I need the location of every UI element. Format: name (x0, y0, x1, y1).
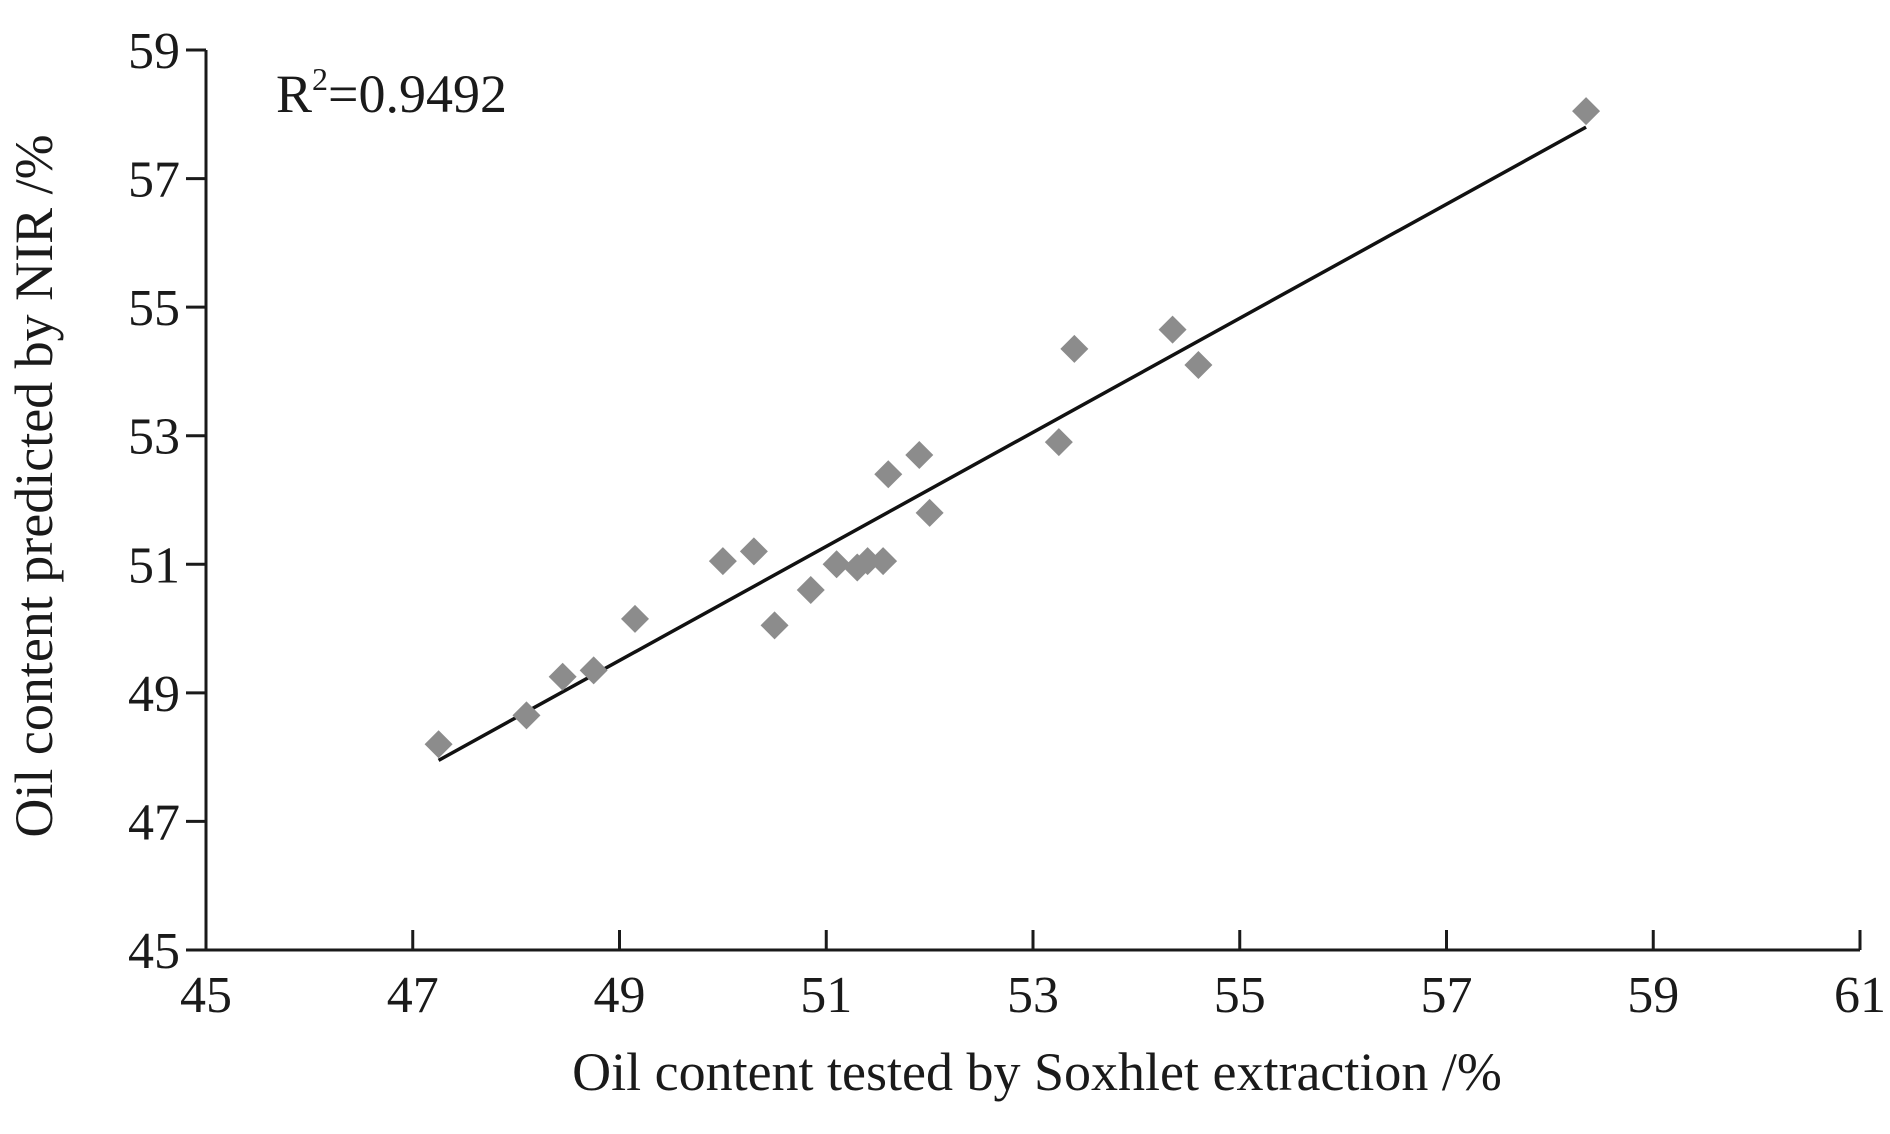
y-tick-label: 57 (128, 152, 180, 209)
data-point (512, 701, 541, 730)
r-squared-base: R (276, 64, 312, 124)
y-tick-label: 49 (128, 666, 180, 723)
data-point (1184, 351, 1213, 379)
x-tick-label: 49 (594, 967, 646, 1024)
y-tick-label: 55 (128, 280, 180, 337)
y-tick-label: 51 (128, 537, 180, 594)
y-tick-label: 45 (128, 923, 180, 980)
data-point (869, 547, 898, 576)
data-point (548, 662, 577, 691)
data-point (1044, 428, 1073, 457)
x-tick-label: 57 (1421, 967, 1473, 1024)
data-point (796, 576, 825, 604)
data-point (579, 656, 608, 685)
x-ticks: 45 47 49 51 53 55 57 59 61 (180, 930, 1886, 1024)
data-point (1060, 334, 1089, 363)
data-point (708, 547, 737, 576)
data-point (1572, 97, 1601, 126)
y-axis-title: Oil content predicted by NIR /% (4, 134, 64, 837)
axes (204, 50, 1860, 952)
data-point (905, 441, 934, 469)
data-point (621, 604, 650, 633)
data-point (853, 547, 882, 576)
data-point (739, 537, 768, 566)
r-squared-value: =0.9492 (328, 64, 507, 124)
y-tick-label: 59 (128, 23, 180, 80)
trendline-group (437, 125, 1587, 762)
x-axis-title: Oil content tested by Soxhlet extraction… (572, 1042, 1502, 1102)
r-squared-sup: 2 (312, 61, 328, 97)
data-point (822, 550, 851, 579)
y-tick-label: 47 (128, 794, 180, 851)
x-tick-label: 45 (180, 967, 232, 1024)
x-tick-label: 55 (1214, 967, 1266, 1024)
x-tick-label: 53 (1007, 967, 1059, 1024)
y-ticks: 45 47 49 51 53 55 57 59 (128, 23, 206, 980)
x-tick-label: 61 (1834, 967, 1886, 1024)
trendline (437, 125, 1587, 762)
data-point (424, 730, 453, 759)
x-tick-label: 47 (387, 967, 439, 1024)
data-point (760, 611, 789, 640)
data-point (1158, 315, 1187, 344)
data-points (424, 97, 1601, 759)
data-point (874, 460, 903, 489)
x-tick-label: 51 (800, 967, 852, 1024)
data-point (915, 498, 944, 527)
r-squared-annotation: R2=0.9492 (276, 61, 507, 124)
x-tick-label: 59 (1627, 967, 1679, 1024)
y-tick-label: 53 (128, 409, 180, 466)
